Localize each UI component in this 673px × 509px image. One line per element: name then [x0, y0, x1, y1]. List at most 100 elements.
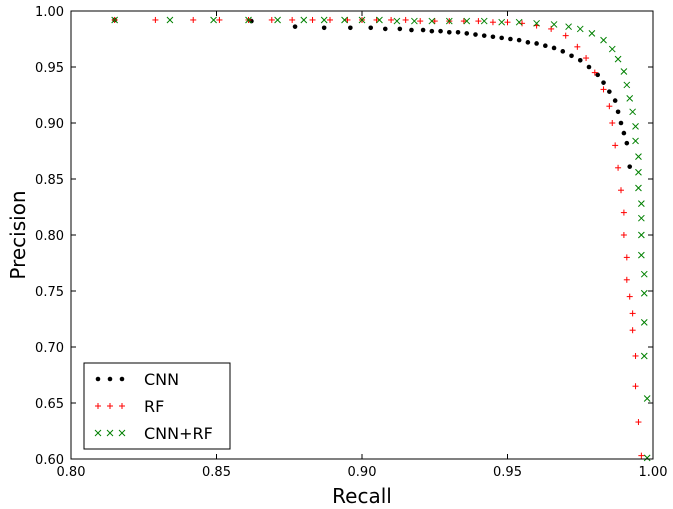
legend-marker	[107, 403, 113, 409]
legend-entry: CNN+RF	[94, 424, 213, 443]
data-point	[600, 86, 607, 93]
data-points	[111, 16, 651, 462]
data-point	[588, 30, 596, 37]
data-point	[447, 29, 452, 35]
data-point	[627, 164, 633, 169]
data-point	[591, 69, 598, 76]
data-point	[326, 16, 333, 23]
data-point	[166, 16, 174, 24]
data-point	[562, 32, 569, 39]
data-point	[428, 17, 436, 25]
data-point	[632, 123, 639, 130]
data-point	[609, 120, 616, 126]
data-point	[409, 27, 414, 33]
data-point	[516, 37, 522, 43]
data-point	[640, 270, 648, 278]
data-point	[638, 231, 645, 239]
data-point	[638, 214, 645, 222]
x-tick-label: 0.90	[348, 465, 377, 480]
data-point	[292, 24, 298, 29]
data-point	[632, 352, 639, 359]
data-point	[289, 16, 296, 23]
legend-marker	[119, 403, 125, 409]
data-point	[615, 109, 621, 115]
data-point	[632, 383, 639, 390]
data-point	[445, 17, 453, 25]
x-tick-label: 0.85	[202, 465, 231, 480]
data-point	[635, 184, 642, 192]
legend-marker	[119, 376, 125, 382]
data-point	[640, 352, 648, 360]
data-point	[463, 17, 471, 25]
data-point	[344, 16, 351, 23]
data-point	[550, 21, 558, 28]
data-point	[595, 72, 601, 78]
data-point	[640, 319, 648, 326]
data-point	[606, 103, 613, 110]
data-point	[300, 16, 308, 24]
data-point	[586, 64, 592, 70]
data-point	[612, 142, 619, 149]
data-point	[569, 53, 574, 59]
data-point	[643, 395, 651, 402]
data-point	[607, 89, 612, 94]
legend-label: CNN	[144, 370, 179, 389]
data-point	[620, 68, 628, 75]
data-point	[429, 28, 435, 34]
legend-marker	[107, 376, 113, 382]
data-point	[245, 16, 252, 24]
data-point	[608, 45, 616, 53]
x-axis-label: Recall	[332, 484, 392, 508]
data-point	[560, 49, 566, 54]
data-point	[490, 34, 496, 40]
x-tick-label: 0.95	[493, 465, 522, 480]
data-point	[640, 289, 648, 297]
data-point	[626, 95, 634, 102]
series-cnn-rf	[111, 16, 651, 462]
data-point	[643, 454, 651, 462]
data-point	[268, 16, 275, 23]
data-point	[489, 19, 496, 26]
legend-marker	[118, 429, 126, 437]
y-axis-label: Precision	[6, 190, 30, 279]
data-point	[438, 28, 443, 34]
data-point	[152, 16, 159, 23]
y-tick-label: 1.00	[35, 5, 64, 20]
data-point	[612, 98, 618, 103]
x-tick-label: 0.80	[57, 465, 86, 480]
data-point	[274, 16, 281, 24]
data-point	[216, 16, 223, 23]
data-point	[376, 16, 383, 24]
data-point	[565, 23, 572, 31]
y-tick-label: 0.60	[35, 453, 64, 468]
data-point	[621, 130, 627, 136]
data-point	[583, 55, 590, 62]
data-point	[382, 26, 388, 32]
y-tick-label: 0.85	[35, 173, 64, 188]
data-point	[321, 25, 327, 31]
data-point	[210, 16, 217, 24]
data-point	[508, 36, 513, 42]
data-point	[402, 16, 409, 23]
data-point	[504, 19, 511, 26]
legend: CNN RF CNN+RF	[83, 362, 231, 450]
x-tick-label: 1.00	[639, 465, 668, 480]
data-point	[635, 168, 642, 176]
data-point	[577, 57, 583, 63]
legend-marker	[106, 429, 114, 437]
data-point	[475, 18, 482, 25]
data-point	[635, 153, 642, 160]
data-point	[629, 327, 636, 334]
data-point	[614, 55, 622, 63]
data-point	[626, 293, 633, 300]
data-point	[460, 18, 467, 25]
data-point	[397, 26, 403, 32]
legend-label: CNN+RF	[144, 424, 213, 443]
data-point	[480, 17, 488, 25]
data-point	[629, 108, 636, 116]
data-point	[615, 164, 622, 171]
legend-label: RF	[144, 397, 164, 416]
data-point	[525, 40, 531, 45]
data-point	[358, 16, 366, 24]
